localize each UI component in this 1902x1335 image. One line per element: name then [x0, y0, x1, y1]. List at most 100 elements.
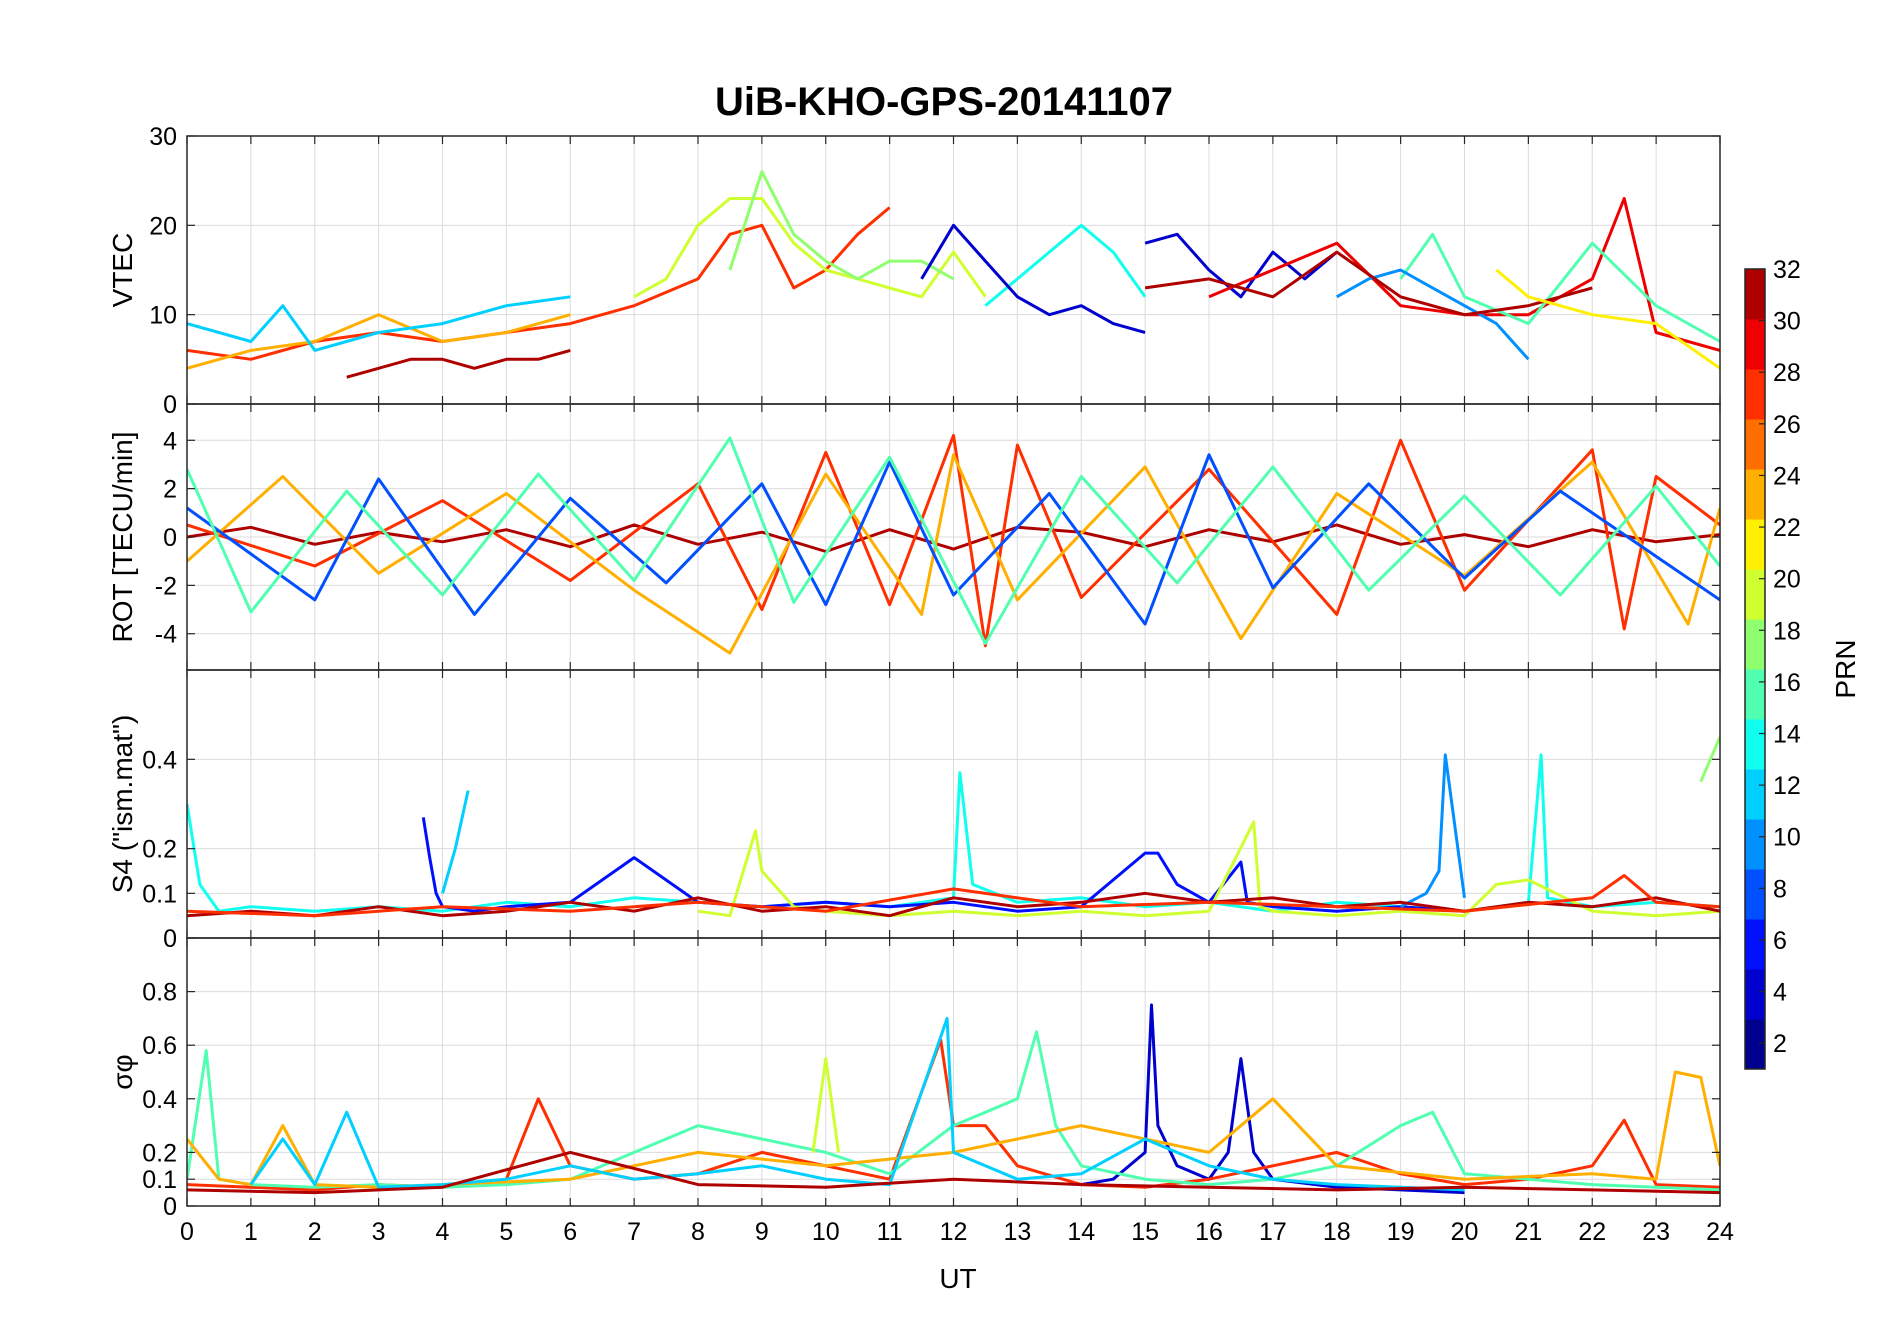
colorbar-segment: [1745, 719, 1765, 770]
series-prn-3: [1081, 1003, 1465, 1195]
colorbar-segment: [1745, 969, 1765, 1020]
series-prn-16: [1399, 232, 1720, 343]
x-tick-label: 11: [877, 1218, 903, 1246]
y-tick-label: 0.4: [142, 1086, 177, 1114]
x-tick-label: 0: [180, 1218, 194, 1246]
series-prn-31: [187, 523, 1720, 553]
colorbar-tick-label: 8: [1773, 875, 1787, 903]
colorbar-segment: [1745, 369, 1765, 420]
x-tick-label: 9: [755, 1218, 769, 1246]
series-prn-22: [1495, 268, 1720, 370]
series-prn-31: [1144, 250, 1593, 317]
x-tick-label: 17: [1259, 1218, 1287, 1246]
series-prn-17: [728, 170, 955, 281]
x-tick-label: 16: [1195, 1218, 1223, 1246]
x-tick-label: 20: [1451, 1218, 1479, 1246]
y-tick-label: 10: [149, 302, 177, 330]
y-tick-label: 0.4: [142, 746, 177, 774]
colorbar-tick-label: 30: [1773, 308, 1801, 336]
y-tick-label: 0: [163, 925, 177, 953]
colorbar-segment: [1745, 1019, 1765, 1070]
x-tick-label: 4: [436, 1218, 450, 1246]
y-tick-label: -2: [155, 572, 177, 600]
x-tick-label: 18: [1323, 1218, 1351, 1246]
colorbar-tick-label: 26: [1773, 411, 1801, 439]
x-tick-labels: 0 1 2 3 4 5 6 7 8 9 10 11 12 13 14 15 16 17 18 19 20 21 22 23 24: [180, 1218, 1734, 1246]
series-prn-9: [1336, 268, 1530, 361]
colorbar-tick-label: 12: [1773, 772, 1801, 800]
series-prn-15: [187, 436, 1720, 645]
y-tick-label: 0.6: [142, 1032, 177, 1060]
colorbar-segment: [1745, 319, 1765, 370]
series-prn-12: [187, 295, 571, 352]
y-tick-label: 0: [163, 391, 177, 419]
colorbar-segment: [1745, 569, 1765, 620]
x-tick-label: 22: [1578, 1218, 1606, 1246]
figure-title: UiB-KHO-GPS-20141107: [715, 80, 1173, 124]
panel-s4: 0 0.1 0.2 0.4S4 ("ism.mat"): [107, 669, 1721, 953]
x-tick-label: 5: [499, 1218, 513, 1246]
y-tick-label: 30: [149, 123, 177, 151]
series-prn-19: [697, 820, 1720, 918]
x-tick-label: 23: [1642, 1218, 1670, 1246]
panel-rot: -4 -2 0 2 4 ROT [TECU/min]: [107, 403, 1721, 671]
colorbar-tick-label: 24: [1773, 462, 1801, 490]
y-axis-label-sigma_phi: σφ: [107, 1054, 138, 1089]
x-tick-label: 19: [1387, 1218, 1415, 1246]
y-tick-label: -4: [155, 621, 177, 649]
y-tick-label: 0.2: [142, 836, 177, 864]
series-prn-27: [187, 874, 1720, 918]
y-axis-label-rot: ROT [TECU/min]: [107, 431, 138, 642]
grid-vtec: [186, 135, 1721, 405]
grid-sigma_phi: [186, 938, 1721, 1207]
y-tick-label: 4: [163, 427, 177, 455]
colorbar-segment: [1745, 469, 1765, 520]
colorbar-segment: [1745, 919, 1765, 970]
colorbar-segment: [1745, 819, 1765, 870]
series-prn-14: [984, 223, 1147, 307]
series-prn-8: [187, 453, 1720, 626]
series-prn-31: [187, 1150, 1720, 1195]
x-tick-label: 12: [940, 1218, 968, 1246]
x-tick-label: 10: [812, 1218, 840, 1246]
series-group-s4: [187, 736, 1720, 918]
x-tick-label: 24: [1706, 1218, 1734, 1246]
series-group-sigma_phi: [187, 1003, 1720, 1195]
y-tick-label: 2: [163, 476, 177, 504]
series-prn-12: [249, 1016, 1465, 1192]
colorbar-tick-label: 10: [1773, 824, 1801, 852]
series-prn-9: [1399, 753, 1466, 909]
series-prn-4: [1144, 232, 1338, 299]
series-group-vtec: [187, 170, 1720, 379]
y-tick-label: 0: [163, 1193, 177, 1221]
y-tick-label: 0: [163, 524, 177, 552]
x-tick-label: 1: [244, 1218, 258, 1246]
x-tick-label: 13: [1003, 1218, 1031, 1246]
x-tick-label: 7: [627, 1218, 641, 1246]
colorbar-tick-label: 28: [1773, 359, 1801, 387]
colorbar-segment: [1745, 769, 1765, 820]
colorbar-segment: [1745, 669, 1765, 720]
series-prn-17: [1699, 736, 1720, 783]
x-tick-label: 21: [1514, 1218, 1542, 1246]
series-prn-16: [187, 1030, 1720, 1192]
colorbar-segment: [1745, 419, 1765, 470]
x-tick-label: 3: [372, 1218, 386, 1246]
series-prn-12: [441, 790, 470, 894]
x-tick-label: 8: [691, 1218, 705, 1246]
y-tick-label: 0.8: [142, 979, 177, 1007]
series-prn-27: [187, 206, 891, 361]
x-tick-label: 15: [1131, 1218, 1159, 1246]
colorbar-tick-label: 18: [1773, 617, 1801, 645]
y-axis-label-s4: S4 ("ism.mat"): [107, 715, 138, 894]
colorbar-tick-label: 4: [1773, 979, 1787, 1007]
panel-sigma_phi: 00.10.2 0.4 0.6 0.8 σφ: [107, 937, 1721, 1221]
x-tick-label: 2: [308, 1218, 322, 1246]
colorbar-segment: [1745, 869, 1765, 920]
colorbar-tick-label: 14: [1773, 721, 1801, 749]
colorbar-frame: [1744, 268, 1766, 1070]
